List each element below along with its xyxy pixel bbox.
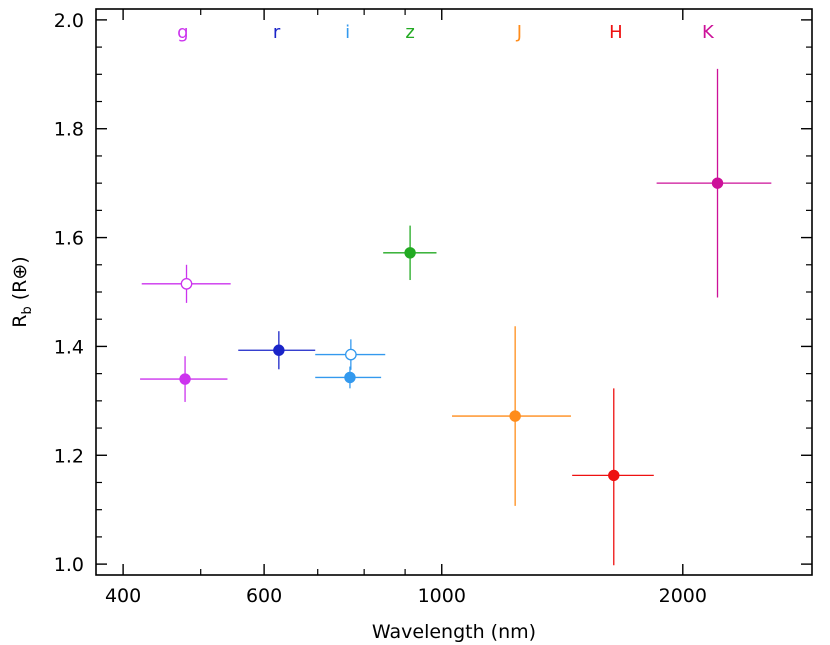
point-marker-filled bbox=[344, 371, 356, 384]
band-label-z: z bbox=[405, 22, 414, 43]
y-tick-label: 1.8 bbox=[54, 119, 84, 141]
data-point-z-filled bbox=[383, 225, 437, 281]
point-marker-open bbox=[180, 277, 193, 290]
data-point-g-filled bbox=[140, 356, 228, 402]
y-tick-label: 1.2 bbox=[54, 445, 84, 467]
data-point-K-filled bbox=[656, 68, 772, 298]
point-marker-filled bbox=[179, 373, 191, 385]
band-label-K: K bbox=[702, 22, 715, 43]
x-tick-label: 2000 bbox=[659, 585, 707, 607]
tick-labels: 400 600 1000 2000 1.0 1.2 1.4 1.6 1.8 2.0 bbox=[54, 10, 707, 607]
x-tick-label: 400 bbox=[105, 585, 141, 607]
band-label-g: g bbox=[177, 22, 188, 43]
y-axis-title: Rb (R⊕) bbox=[9, 256, 35, 327]
point-marker-filled bbox=[509, 410, 521, 422]
y-axis-title-main: R bbox=[9, 315, 31, 328]
plot-frame bbox=[95, 8, 813, 576]
band-label-i: i bbox=[345, 22, 350, 43]
data-point-r-filled bbox=[238, 331, 316, 370]
point-marker-filled bbox=[608, 469, 620, 482]
point-marker-open bbox=[345, 348, 357, 361]
y-tick-label: 2.0 bbox=[54, 10, 84, 32]
axis-ticks bbox=[96, 9, 812, 575]
x-tick-label: 600 bbox=[246, 585, 282, 607]
data-point-H-filled bbox=[572, 388, 654, 566]
band-label-J: J bbox=[516, 22, 522, 43]
y-axis-title-unit: (R⊕) bbox=[9, 256, 31, 300]
y-axis-title-sub: b bbox=[20, 306, 35, 314]
data-point-i-filled bbox=[315, 366, 382, 389]
x-tick-label: 1000 bbox=[418, 585, 466, 607]
point-marker-filled bbox=[711, 177, 724, 189]
y-tick-label: 1.0 bbox=[54, 554, 84, 576]
y-tick-label: 1.6 bbox=[54, 228, 84, 250]
band-label-r: r bbox=[273, 22, 281, 43]
x-axis-title: Wavelength (nm) bbox=[372, 621, 536, 643]
data-point-g-open bbox=[141, 264, 231, 303]
data-series bbox=[140, 68, 772, 566]
band-label-H: H bbox=[609, 22, 623, 43]
data-point-i-open bbox=[315, 339, 386, 370]
point-marker-filled bbox=[404, 247, 416, 259]
y-tick-label: 1.4 bbox=[54, 336, 84, 358]
data-point-J-filled bbox=[452, 326, 571, 506]
point-marker-filled bbox=[273, 344, 285, 356]
